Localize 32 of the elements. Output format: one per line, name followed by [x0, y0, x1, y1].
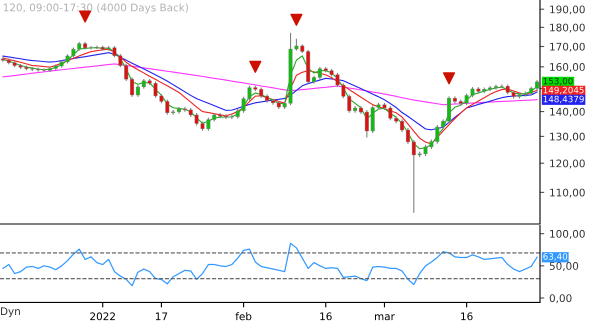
data-label: 148,4379: [544, 96, 584, 104]
y-tick-label: 50,00: [550, 262, 578, 271]
candlestick: [66, 54, 70, 64]
y-tick-label: 110,00: [550, 188, 585, 198]
candlestick: [200, 120, 204, 132]
line-series: [2, 242, 538, 286]
y-tick-label: 120,00: [550, 159, 585, 168]
y-tick-label: 170,00: [550, 42, 585, 52]
point: [249, 60, 262, 73]
y-tick-label: 130,00: [550, 132, 585, 142]
x-tick-label: 16: [461, 312, 473, 320]
point: [290, 14, 302, 26]
candlestick: [447, 96, 451, 124]
candlestick: [336, 72, 340, 88]
point: [442, 72, 456, 84]
y-tick-label: 140,00: [550, 108, 585, 117]
candlestick: [470, 86, 474, 98]
x-tick-label: feb: [235, 312, 252, 320]
y-tick-label: 100,00: [550, 230, 585, 239]
y-tick-label: 180,00: [550, 24, 585, 33]
text: Dyn: [1, 307, 20, 318]
data-label: 63,40: [543, 253, 568, 261]
text: 153,00: [544, 78, 573, 86]
x-tick-label: 2022: [90, 312, 115, 320]
x-tick-label: 17: [156, 312, 168, 320]
y-tick-label: 0,00: [550, 294, 572, 304]
y-tick-label: 160,00: [550, 63, 585, 72]
data-label: 149,2045: [544, 86, 584, 94]
y-tick-label: 190,00: [550, 5, 585, 14]
x-tick-label: 16: [320, 312, 332, 320]
chart-title: 120, 09:00-17:30 (4000 Days Back): [4, 3, 188, 14]
x-tick-label: mar: [374, 314, 395, 320]
